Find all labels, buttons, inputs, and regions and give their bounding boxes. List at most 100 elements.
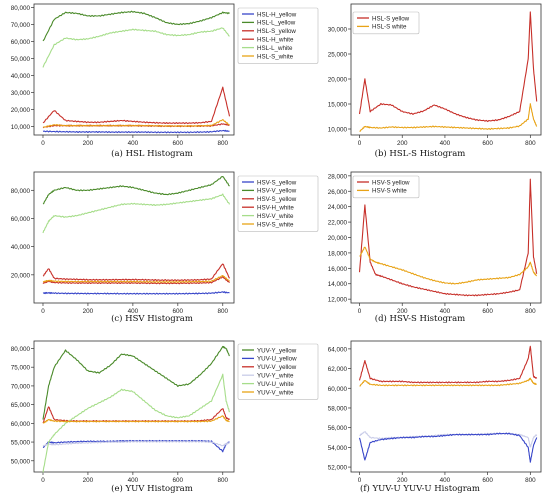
y-tick-label: 18,000 <box>328 250 348 257</box>
y-tick-label: 60,000 <box>328 386 348 393</box>
legend-label: HSL-S_yellow <box>257 28 296 35</box>
y-tick-label: 15,000 <box>328 102 348 109</box>
series-line <box>42 276 230 285</box>
legend-label: YUV-Y_white <box>257 373 294 380</box>
x-tick-label: 600 <box>482 477 493 484</box>
x-tick-label: 0 <box>41 477 45 484</box>
legend-label: HSV-S yellow <box>372 179 410 186</box>
plot-frame <box>350 3 542 136</box>
legend-label: HSL-H_yellow <box>257 11 297 18</box>
x-tick-label: 800 <box>218 477 229 484</box>
y-tick-label: 10,000 <box>328 127 348 134</box>
legend-label: YUV-V_white <box>257 389 294 396</box>
legend-label: HSL-L_white <box>257 45 293 52</box>
y-tick-label: 62,000 <box>328 366 348 373</box>
series-line <box>42 129 230 134</box>
legend-box <box>237 343 319 400</box>
plot-frame <box>350 340 542 473</box>
chart-caption: (a) HSL Histogram <box>111 148 193 159</box>
chart-caption: (e) YUV Histogram <box>111 483 193 494</box>
chart-panel-6: 52,000 54,000 56,000 58,000 60,000 62,000 64,0… <box>328 340 542 494</box>
series-line <box>358 11 538 123</box>
series-line <box>42 176 230 205</box>
series-line <box>42 345 230 420</box>
chart-panel-4: 12,000 14,000 16,000 18,000 20,000 22,000 24,0… <box>328 171 542 324</box>
chart-caption: (f) YUV-U YUV-U Histogram <box>360 483 480 494</box>
legend-box <box>352 175 420 199</box>
series-line <box>42 193 231 234</box>
chart-caption: (b) HSL-S Histogram <box>375 148 466 159</box>
x-tick-label: 0 <box>358 477 362 484</box>
legend-label: YUV-U_white <box>257 381 294 388</box>
y-tick-label: 20,000 <box>328 77 348 84</box>
y-tick-label: 55,000 <box>11 440 31 447</box>
series-line <box>42 291 230 295</box>
x-tick-label: 400 <box>440 477 451 484</box>
x-tick-label: 400 <box>128 477 139 484</box>
series-line <box>42 406 230 424</box>
y-tick-label: 28,000 <box>328 173 348 180</box>
y-tick-label: 50,000 <box>11 56 31 63</box>
x-tick-label: 0 <box>41 308 45 315</box>
y-tick-label: 60,000 <box>11 39 31 46</box>
chart-caption: (d) HSV-S Histogram <box>375 313 465 324</box>
legend-box <box>237 175 319 232</box>
x-tick-label: 200 <box>83 308 94 315</box>
y-tick-label: 64,000 <box>328 346 348 353</box>
y-tick-label: 30,000 <box>11 90 31 97</box>
series-line <box>42 27 230 68</box>
plot-frame <box>33 171 235 304</box>
legend-label: HSL-L_yellow <box>257 20 296 27</box>
chart-caption: (c) HSV Histogram <box>111 313 193 324</box>
x-tick-label: 200 <box>397 140 408 147</box>
x-tick-label: 600 <box>173 308 184 315</box>
y-tick-label: 16,000 <box>328 266 348 273</box>
x-tick-label: 400 <box>128 140 139 147</box>
series-line <box>42 373 231 473</box>
y-tick-label: 12,000 <box>328 297 348 304</box>
x-tick-label: 400 <box>440 140 451 147</box>
legend-label: HSV-S white <box>372 188 407 195</box>
plot-frame <box>33 340 235 473</box>
legend-label: HSV-H_white <box>257 205 294 212</box>
y-tick-label: 80,000 <box>11 5 31 12</box>
chart-panel-3: 20,000 40,000 60,000 80,000 0 200 400 600 800 HSV… <box>11 171 319 324</box>
legend-label: HSV-V_white <box>257 213 294 220</box>
series-line <box>42 10 230 42</box>
plot-frame <box>33 3 235 136</box>
x-tick-label: 200 <box>397 477 408 484</box>
legend-box <box>352 11 420 35</box>
legend-label: HSV-S_white <box>257 221 294 228</box>
y-tick-label: 24,000 <box>328 204 348 211</box>
x-tick-label: 800 <box>525 477 536 484</box>
x-tick-label: 800 <box>218 308 229 315</box>
y-tick-label: 20,000 <box>11 107 31 114</box>
legend-label: HSV-V_yellow <box>257 188 297 195</box>
series-line <box>359 246 538 285</box>
legend-label: HSV-S_yellow <box>257 196 297 203</box>
series-line <box>42 440 230 447</box>
series-line <box>358 345 538 384</box>
y-tick-label: 52,000 <box>328 465 348 472</box>
y-tick-label: 70,000 <box>11 22 31 29</box>
y-tick-label: 54,000 <box>328 445 348 452</box>
x-tick-label: 600 <box>482 308 493 315</box>
series-line <box>359 103 538 132</box>
y-tick-label: 50,000 <box>11 458 31 465</box>
y-tick-label: 60,000 <box>11 421 31 428</box>
legend-label: YUV-Y_yellow <box>257 347 297 354</box>
y-tick-label: 30,000 <box>328 27 348 34</box>
y-tick-label: 60,000 <box>11 216 31 223</box>
series-line <box>359 377 537 387</box>
y-tick-label: 20,000 <box>328 235 348 242</box>
y-tick-label: 40,000 <box>11 73 31 80</box>
x-tick-label: 400 <box>128 308 139 315</box>
x-tick-label: 200 <box>397 308 408 315</box>
series-line <box>42 86 231 125</box>
x-tick-label: 0 <box>41 140 45 147</box>
series-line <box>42 119 230 128</box>
chart-panel-5: 50,000 55,000 60,000 65,000 70,000 75,000 80,0… <box>11 340 319 494</box>
y-tick-label: 70,000 <box>11 383 31 390</box>
x-tick-label: 600 <box>173 140 184 147</box>
